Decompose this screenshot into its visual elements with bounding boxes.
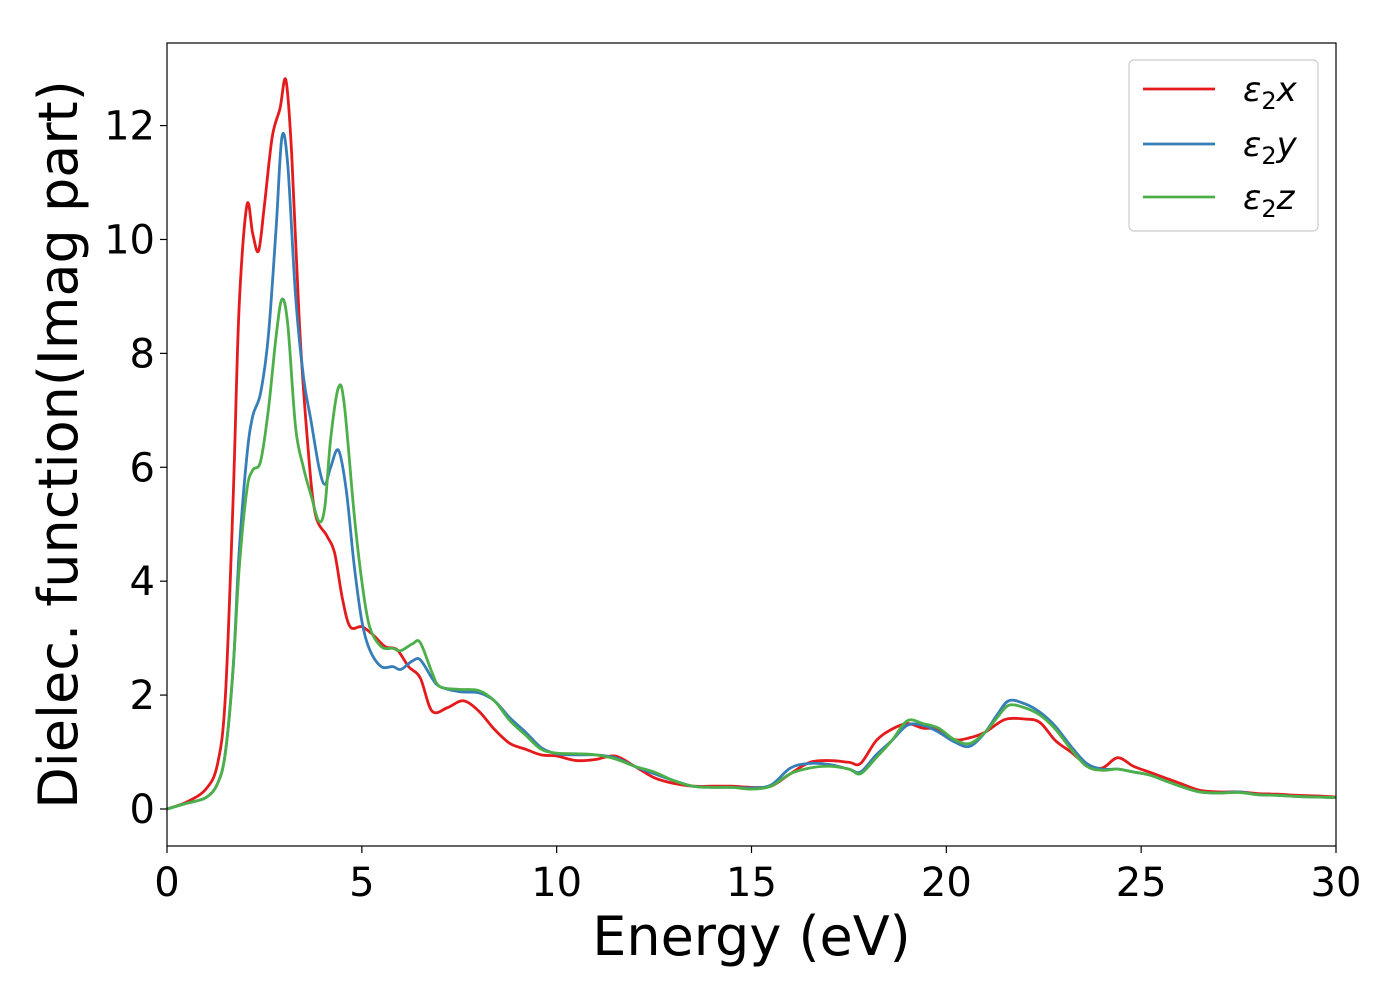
y-tick-label: 10 (104, 217, 155, 263)
x-tick-label: 0 (154, 860, 179, 906)
y-tick-label: 6 (130, 445, 155, 491)
legend: ε2x ε2y ε2z (1128, 59, 1319, 232)
legend-label-y: ε2y (1243, 125, 1298, 170)
y-tick-label: 12 (104, 104, 155, 150)
y-tick-label: 0 (130, 787, 155, 833)
x-axis-ticks: 0 5 10 15 20 25 30 (154, 846, 1361, 906)
legend-label-z: ε2z (1243, 178, 1296, 223)
y-axis-title: Dielec. function(Imag part) (27, 80, 90, 809)
y-tick-label: 2 (130, 673, 155, 719)
series-line-z (167, 297, 1336, 811)
x-tick-label: 5 (349, 860, 374, 906)
x-axis-title: Energy (eV) (592, 905, 911, 968)
legend-label-x: ε2x (1243, 70, 1298, 115)
y-axis-ticks: 0 2 4 6 8 10 12 (104, 104, 167, 833)
y-tick-label: 4 (130, 559, 155, 605)
x-tick-label: 20 (921, 860, 972, 906)
y-tick-label: 8 (130, 331, 155, 377)
x-tick-label: 10 (531, 860, 582, 906)
legend-frame (1128, 59, 1319, 232)
x-tick-label: 30 (1311, 860, 1362, 906)
x-tick-label: 25 (1116, 860, 1167, 906)
x-tick-label: 15 (726, 860, 777, 906)
series-layer (167, 77, 1336, 811)
